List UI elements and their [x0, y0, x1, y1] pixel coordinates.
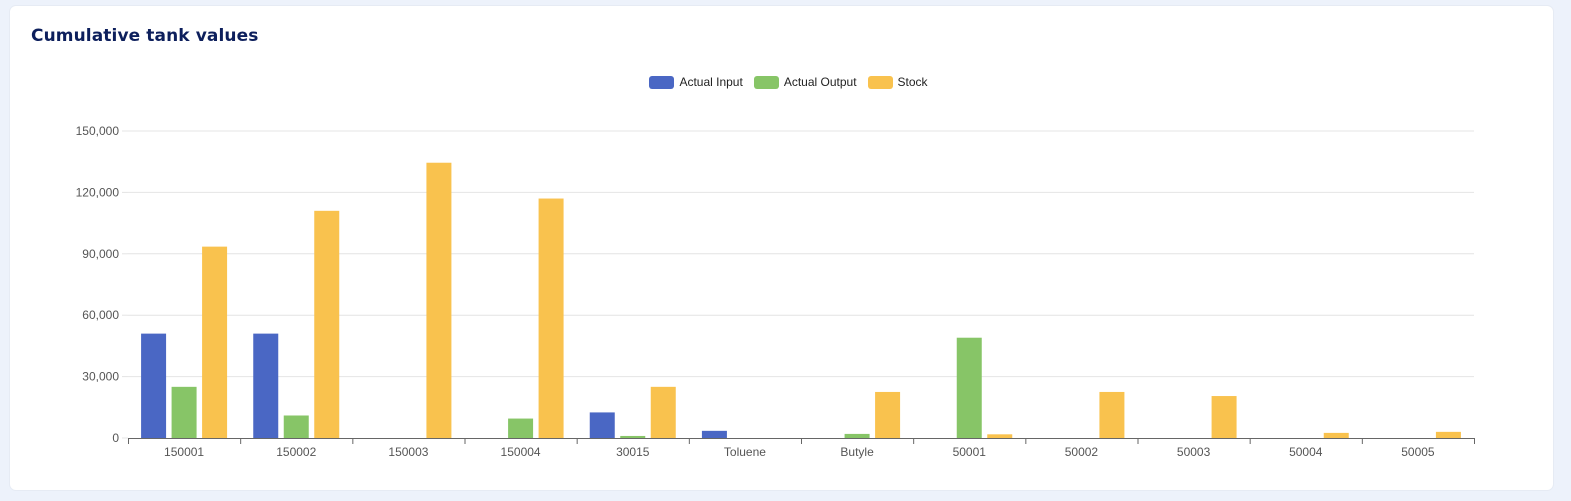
x-tick-label: 50002: [1065, 445, 1099, 459]
bar: [620, 436, 645, 438]
y-tick-label: 60,000: [82, 308, 119, 322]
bar: [1436, 432, 1461, 438]
y-tick-label: 30,000: [82, 370, 119, 384]
bar: [539, 199, 564, 438]
x-tick-label: 50005: [1401, 445, 1435, 459]
bar: [202, 247, 227, 438]
bar: [141, 334, 166, 438]
bar: [987, 434, 1012, 438]
x-tick-label: 30015: [616, 445, 650, 459]
bar: [284, 415, 309, 438]
bar: [426, 163, 451, 438]
x-tick-label: 150003: [388, 445, 428, 459]
bar: [845, 434, 870, 438]
bar: [651, 387, 676, 438]
bar: [1324, 433, 1349, 438]
bar: [957, 338, 982, 438]
y-tick-label: 150,000: [76, 124, 120, 138]
bar: [508, 419, 533, 438]
y-tick-label: 0: [112, 431, 119, 445]
bar: [702, 431, 727, 438]
bar: [590, 412, 615, 438]
x-tick-label: 50003: [1177, 445, 1211, 459]
x-tick-label: 150004: [501, 445, 541, 459]
bar: [875, 392, 900, 438]
x-tick-label: 150002: [276, 445, 316, 459]
y-tick-label: 90,000: [82, 247, 119, 261]
x-tick-label: Butyle: [840, 445, 874, 459]
bar: [253, 334, 278, 438]
bar: [1212, 396, 1237, 438]
bar: [1099, 392, 1124, 438]
bar: [172, 387, 197, 438]
x-tick-label: 150001: [164, 445, 204, 459]
y-tick-label: 120,000: [76, 185, 120, 199]
bar: [314, 211, 339, 438]
x-tick-label: 50004: [1289, 445, 1323, 459]
x-tick-label: 50001: [953, 445, 987, 459]
x-tick-label: Toluene: [724, 445, 766, 459]
